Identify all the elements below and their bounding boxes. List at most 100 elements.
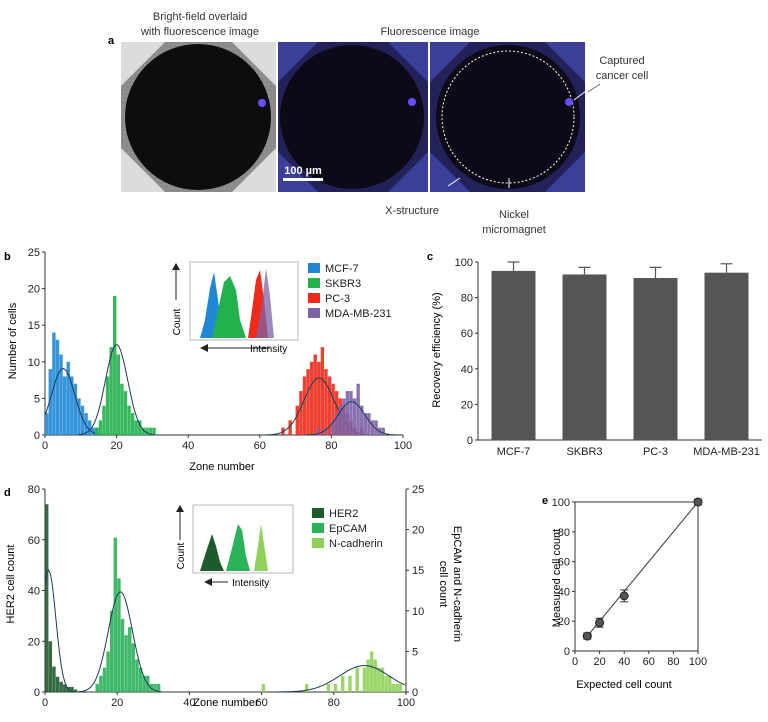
bar-skbr3 xyxy=(123,391,128,435)
bar-mda-mb-231 xyxy=(356,383,360,435)
bar-her2 xyxy=(59,681,63,692)
fit-curve-epcam xyxy=(77,591,162,693)
bar-mda-mb-231 xyxy=(342,398,346,435)
bar-n-cadherin xyxy=(395,683,399,692)
bar-her2 xyxy=(70,686,74,692)
y-tick-label: 20 xyxy=(558,616,570,628)
bar-epcam xyxy=(138,667,143,692)
bar-mda-mb-231 xyxy=(324,427,328,435)
fit-curve-mda-mb-231 xyxy=(304,401,398,436)
bar-her2 xyxy=(45,504,49,692)
y-tick-label: 40 xyxy=(558,586,570,598)
y-tick-label-right: 20 xyxy=(412,525,424,537)
bar xyxy=(562,274,607,440)
panel-b-chart: 0 20 40 60 80 100 0 5 10 15 20 25 xyxy=(28,247,412,452)
legend-swatch xyxy=(308,293,320,303)
fit-curve-skbr3 xyxy=(77,344,155,436)
bar-skbr3 xyxy=(130,413,135,435)
legend-label: SKBR3 xyxy=(325,278,361,290)
annotation-xstructure: X-structure xyxy=(385,205,439,217)
bar-n-cadherin xyxy=(261,683,266,692)
category-label: PC-3 xyxy=(643,446,668,458)
bar-n-cadherin xyxy=(355,667,359,692)
panel-b-ylabel: Number of cells xyxy=(7,302,19,379)
bar-mcf-7 xyxy=(80,405,85,435)
bar-her2 xyxy=(63,684,67,692)
bar-skbr3 xyxy=(109,347,113,435)
panel-b-legend: MCF-7 SKBR3 PC-3 MDA-MB-231 xyxy=(308,263,392,320)
bar-mda-mb-231 xyxy=(370,420,375,435)
fit-curve-pc-3 xyxy=(266,377,371,436)
bar-mcf-7 xyxy=(45,413,49,435)
panel-d-xlabel: Zone number xyxy=(193,697,259,709)
y-tick-label: 100 xyxy=(552,497,570,509)
legend-swatch xyxy=(308,278,320,288)
micromagnet-outline xyxy=(441,50,575,184)
annotation-captured-1: Captured xyxy=(599,55,644,67)
bar-mda-mb-231 xyxy=(360,405,364,435)
bar-n-cadherin xyxy=(326,683,331,692)
y-tick-label: 60 xyxy=(558,557,570,569)
x-tick-label: 100 xyxy=(397,697,415,709)
panel-a-title-left-1: Bright-field overlaid xyxy=(153,11,247,23)
y-tick-label: 80 xyxy=(558,527,570,539)
fluorescence-image-middle: 100 µm xyxy=(278,42,428,192)
y-tick-label: 20 xyxy=(28,636,40,648)
bar-mcf-7 xyxy=(48,369,52,435)
x-tick-label: 0 xyxy=(42,440,48,452)
bar-epcam xyxy=(131,643,136,692)
panel-b-inset-xlabel: Intensity xyxy=(250,344,287,355)
bar-skbr3 xyxy=(95,427,99,435)
bar-epcam xyxy=(95,683,99,692)
bar-n-cadherin xyxy=(373,659,377,692)
bar-skbr3 xyxy=(116,354,121,435)
bar-mda-mb-231 xyxy=(334,413,339,435)
bar-skbr3 xyxy=(105,376,110,435)
bar-epcam xyxy=(153,683,157,692)
bar-pc-3 xyxy=(302,376,307,435)
x-tick-label: 80 xyxy=(667,656,679,668)
bar-mda-mb-231 xyxy=(381,427,385,435)
bar-n-cadherin xyxy=(341,675,345,692)
panel-b: b 0 20 40 60 80 100 0 5 10 15 20 25 Zone number Num… xyxy=(4,247,412,473)
bar-pc-3 xyxy=(295,405,300,435)
panel-a-title-left-2: with fluorescence image xyxy=(140,26,259,38)
panel-b-letter: b xyxy=(4,251,11,263)
ideal-line xyxy=(586,501,699,637)
legend-swatch xyxy=(308,308,320,318)
y-tick-label: 15 xyxy=(28,320,40,332)
bar-her2 xyxy=(55,676,60,692)
bar-n-cadherin xyxy=(304,683,309,692)
bar-skbr3 xyxy=(141,427,146,435)
panel-d-inset-xlabel: Intensity xyxy=(232,578,269,589)
bar-skbr3 xyxy=(127,405,131,435)
panel-a-title-mid: Fluorescence image xyxy=(380,26,479,38)
panel-d-right-ylabel-1: EpCAM and N-cadherin xyxy=(451,526,463,642)
x-tick-label: 60 xyxy=(255,697,267,709)
fit-curve-mcf-7 xyxy=(44,367,103,436)
y-tick-label-right: 15 xyxy=(412,565,424,577)
bar-epcam xyxy=(102,667,107,692)
x-tick-label: 20 xyxy=(593,656,605,668)
x-tick-label: 40 xyxy=(183,697,195,709)
bar-mcf-7 xyxy=(87,420,92,435)
x-tick-label: 0 xyxy=(572,656,578,668)
y-tick-label: 20 xyxy=(28,284,40,296)
panel-d-letter: d xyxy=(4,487,11,499)
panel-e-xlabel: Expected cell count xyxy=(576,679,671,691)
fluorescence-image-right xyxy=(430,42,591,192)
legend-label: EpCAM xyxy=(329,523,367,535)
x-tick-label: 100 xyxy=(394,440,412,452)
bar-n-cadherin xyxy=(366,659,370,692)
panel-d-inset-ylabel: Count xyxy=(176,542,187,569)
annotation-nickel-2: micromagnet xyxy=(482,224,546,236)
x-tick-label: 80 xyxy=(328,697,340,709)
panel-e-letter: e xyxy=(542,495,548,507)
bar-her2 xyxy=(73,689,78,692)
legend-label: MCF-7 xyxy=(325,263,359,275)
bar-epcam xyxy=(113,537,118,692)
scale-bar xyxy=(283,178,323,181)
captured-cell-marker xyxy=(258,99,266,107)
